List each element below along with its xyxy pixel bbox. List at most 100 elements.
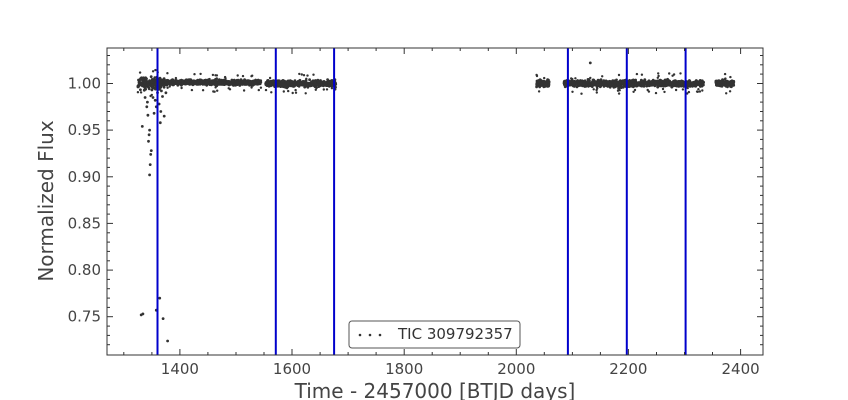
data-point [729, 81, 733, 85]
y-tick-label: 0.75 [68, 308, 101, 326]
data-point [143, 81, 147, 84]
data-point [306, 85, 310, 89]
data-point [154, 68, 157, 72]
data-point [210, 80, 214, 84]
data-point-outlier [151, 96, 155, 99]
data-point [290, 83, 294, 86]
data-point [236, 74, 239, 77]
data-point [206, 82, 210, 86]
data-point [264, 88, 268, 92]
data-point [285, 87, 289, 90]
data-point [168, 80, 172, 84]
data-point [150, 78, 154, 81]
data-point [698, 90, 702, 93]
plot-area [107, 48, 763, 355]
data-point [219, 81, 223, 85]
data-point [150, 80, 153, 84]
data-point [547, 78, 550, 82]
data-point [303, 84, 306, 87]
data-point-outlier [146, 100, 149, 104]
data-point-outlier [147, 133, 151, 137]
data-point [602, 85, 606, 88]
x-tick-label: 2000 [497, 360, 535, 378]
data-point [615, 81, 619, 84]
data-point-outlier [147, 139, 150, 143]
data-point [595, 91, 598, 94]
data-point [651, 82, 655, 86]
data-point-outlier [160, 89, 163, 93]
data-point [299, 82, 303, 85]
data-point [619, 81, 622, 84]
data-point [537, 80, 541, 83]
data-point [714, 81, 718, 85]
data-point [137, 82, 141, 86]
data-point [286, 81, 290, 85]
data-point [535, 85, 538, 89]
plot-frame [106, 47, 764, 356]
data-point-outlier [146, 113, 150, 117]
data-point [160, 78, 163, 82]
data-point [602, 81, 606, 85]
data-point [215, 74, 219, 77]
data-point [668, 82, 672, 86]
data-point [592, 88, 595, 91]
data-point [661, 87, 665, 91]
data-point [227, 87, 230, 90]
data-point [149, 94, 152, 98]
data-point [303, 81, 307, 85]
data-point [257, 88, 260, 92]
data-point [224, 77, 227, 80]
data-point [315, 86, 318, 89]
data-point [178, 81, 181, 85]
data-point [587, 83, 591, 86]
x-tick-label: 2400 [722, 360, 760, 378]
y-tick-label: 1.00 [68, 75, 101, 93]
data-point [193, 81, 197, 85]
data-point [199, 72, 202, 76]
data-point [630, 83, 634, 86]
y-tick-label: 0.80 [68, 261, 101, 279]
data-point [697, 88, 700, 91]
data-point [278, 79, 281, 83]
data-point [617, 92, 621, 95]
data-point [312, 73, 315, 76]
data-point [166, 72, 169, 75]
data-point-outlier [143, 96, 147, 99]
data-point [699, 80, 702, 84]
data-point [313, 81, 317, 85]
x-axis-ticks: 1400 1600 1800 2000 2200 2400 [123, 48, 760, 378]
data-point [294, 88, 297, 92]
data-point [654, 91, 658, 95]
x-axis-title: Time - 2457000 [BTJD days] [294, 379, 576, 400]
data-point-outlier [158, 121, 162, 125]
data-point [202, 80, 206, 84]
data-point [701, 89, 704, 92]
data-point [175, 80, 178, 84]
data-point [723, 72, 727, 76]
data-point [580, 92, 583, 95]
data-point-outlier [141, 312, 145, 316]
data-point [248, 80, 252, 84]
data-point [616, 89, 620, 92]
data-point [673, 80, 676, 84]
data-point [613, 81, 616, 84]
data-point [563, 83, 567, 87]
data-point [144, 76, 147, 80]
data-point [137, 78, 140, 82]
y-tick-label: 0.95 [68, 121, 101, 139]
data-point [149, 75, 153, 79]
data-point [635, 72, 639, 76]
data-point [141, 80, 144, 84]
data-point [272, 79, 275, 82]
data-point [193, 73, 196, 76]
data-point [617, 87, 620, 90]
data-point [329, 79, 333, 83]
data-point [327, 81, 331, 84]
data-point [268, 76, 272, 80]
data-point [184, 78, 188, 82]
data-point [647, 84, 651, 88]
data-point [314, 88, 317, 92]
data-point [666, 79, 669, 83]
data-point [297, 81, 300, 85]
data-point [540, 84, 544, 87]
